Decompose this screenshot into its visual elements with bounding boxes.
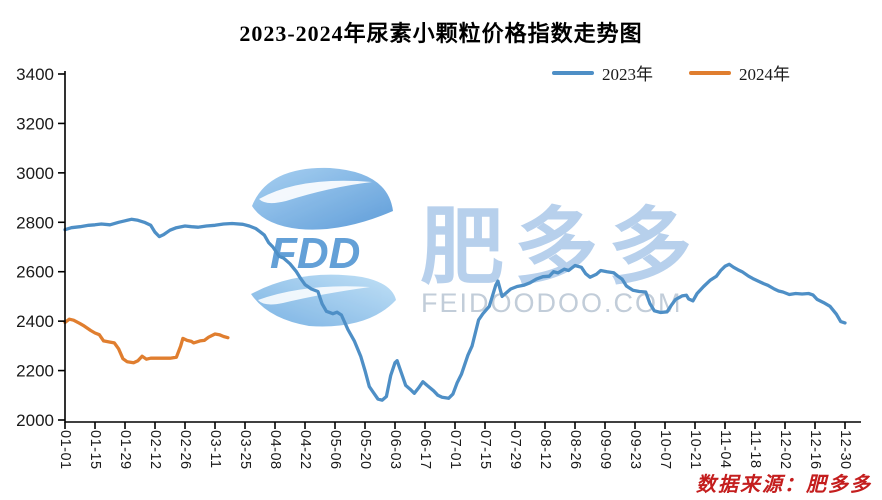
x-tick-label: 07-15 — [477, 430, 493, 470]
x-tick-label: 06-17 — [417, 430, 433, 470]
x-tick-label: 11-18 — [747, 430, 763, 469]
x-tick-label: 07-01 — [447, 430, 463, 470]
series-line-2023年 — [63, 217, 847, 402]
x-tick-label: 04-22 — [297, 430, 313, 470]
chart-title: 2023-2024年尿素小颗粒价格指数走势图 — [239, 21, 643, 46]
x-tick-label: 06-03 — [387, 430, 403, 470]
x-tick-label: 07-29 — [507, 430, 523, 470]
x-tick-label: 01-01 — [57, 430, 73, 470]
x-tick-label: 12-30 — [837, 430, 853, 470]
legend-swatch-2024 — [689, 70, 731, 75]
y-tick-label: 3400 — [16, 65, 54, 84]
y-tick-label: 2200 — [16, 362, 54, 381]
legend-item-2023[interactable]: 2023年 — [552, 60, 653, 85]
legend-label-2024: 2024年 — [739, 65, 790, 84]
y-tick-label: 2000 — [16, 411, 54, 430]
x-tick-label: 01-15 — [87, 430, 103, 470]
x-tick-label: 11-04 — [717, 430, 733, 469]
x-tick-label: 10-07 — [657, 430, 673, 470]
data-source-note: 数据来源：肥多多 — [696, 474, 872, 496]
legend: 2023年 2024年 — [552, 60, 790, 85]
watermark-logo-text: FDD — [270, 229, 360, 278]
x-tick-label: 08-26 — [567, 430, 583, 470]
fdd-leaf-logo — [251, 167, 396, 327]
watermark-domain-text: FEIDOODOO.COM — [421, 288, 683, 318]
y-tick-label: 2800 — [16, 213, 54, 232]
legend-label-2023: 2023年 — [602, 65, 653, 84]
x-tick-label: 12-16 — [807, 430, 823, 470]
x-tick-label: 04-08 — [267, 430, 283, 470]
x-tick-label: 05-20 — [357, 430, 373, 470]
x-tick-label: 09-23 — [627, 430, 643, 470]
x-tick-label: 12-02 — [777, 430, 793, 470]
x-tick-label: 05-06 — [327, 430, 343, 470]
x-tick-label: 01-29 — [117, 430, 133, 470]
legend-swatch-2023 — [552, 70, 594, 75]
x-tick-label: 03-11 — [207, 430, 223, 469]
x-tick-label: 03-25 — [237, 430, 253, 470]
y-tick-label: 2400 — [16, 312, 54, 331]
x-tick-label: 10-21 — [687, 430, 703, 470]
x-tick-label: 09-09 — [597, 430, 613, 470]
x-tick-label: 02-12 — [147, 430, 163, 470]
y-tick-label: 3000 — [16, 164, 54, 183]
legend-item-2024[interactable]: 2024年 — [689, 60, 790, 85]
x-tick-label: 08-12 — [537, 430, 553, 470]
y-tick-label: 2600 — [16, 263, 54, 282]
watermark-brand-text: 肥多多 — [420, 200, 702, 294]
y-tick-label: 3200 — [16, 114, 54, 133]
x-tick-label: 02-26 — [177, 430, 193, 470]
series-line-2024年 — [63, 317, 230, 365]
